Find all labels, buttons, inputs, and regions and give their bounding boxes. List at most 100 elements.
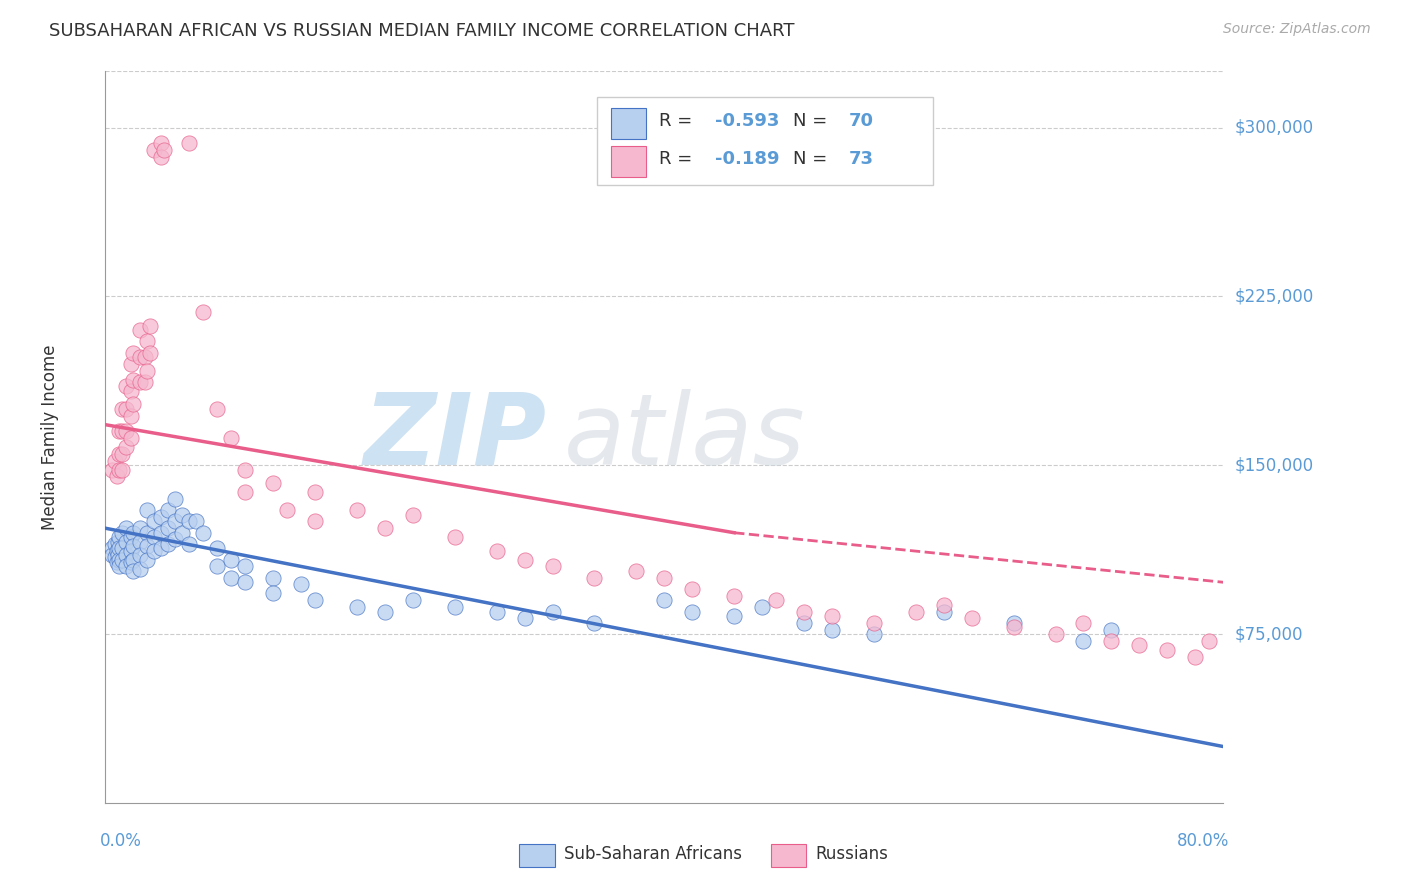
Point	[179, 537, 201, 551]
Point	[207, 559, 229, 574]
Point	[172, 525, 194, 540]
Point	[1073, 633, 1095, 648]
Point	[179, 515, 201, 529]
Point	[793, 605, 815, 619]
Point	[276, 503, 298, 517]
Point	[583, 615, 606, 630]
Point	[179, 136, 201, 151]
Point	[122, 539, 145, 553]
Point	[115, 401, 138, 416]
Point	[143, 530, 166, 544]
Point	[129, 375, 152, 389]
Point	[134, 350, 156, 364]
Point	[108, 425, 131, 439]
Point	[115, 521, 138, 535]
Point	[262, 571, 284, 585]
Point	[233, 575, 256, 590]
Point	[1073, 615, 1095, 630]
Point	[863, 627, 886, 641]
Text: -0.593: -0.593	[714, 112, 779, 130]
Point	[1128, 638, 1150, 652]
Point	[193, 525, 215, 540]
Point	[139, 345, 162, 359]
Point	[723, 609, 745, 624]
Text: -0.189: -0.189	[714, 150, 779, 168]
FancyBboxPatch shape	[598, 97, 932, 185]
Point	[120, 543, 142, 558]
Point	[863, 615, 886, 630]
Point	[233, 559, 256, 574]
Point	[108, 553, 131, 567]
Point	[108, 447, 131, 461]
Point	[111, 447, 134, 461]
Point	[165, 491, 187, 506]
Point	[583, 571, 606, 585]
Point	[193, 305, 215, 319]
Point	[960, 611, 983, 625]
Point	[143, 543, 166, 558]
Text: Sub-Saharan Africans: Sub-Saharan Africans	[564, 845, 742, 863]
Point	[108, 463, 131, 477]
Point	[120, 384, 142, 398]
Point	[120, 431, 142, 445]
Point	[136, 525, 159, 540]
Point	[1198, 633, 1220, 648]
Point	[153, 143, 176, 157]
Text: R =: R =	[659, 150, 697, 168]
Point	[105, 543, 128, 558]
Text: $225,000: $225,000	[1234, 287, 1313, 305]
Text: 73: 73	[849, 150, 873, 168]
Text: 80.0%: 80.0%	[1177, 832, 1229, 850]
Point	[115, 534, 138, 549]
Text: SUBSAHARAN AFRICAN VS RUSSIAN MEDIAN FAMILY INCOME CORRELATION CHART: SUBSAHARAN AFRICAN VS RUSSIAN MEDIAN FAM…	[49, 22, 794, 40]
Point	[115, 559, 138, 574]
Point	[793, 615, 815, 630]
Point	[207, 541, 229, 556]
Point	[136, 539, 159, 553]
Text: ZIP: ZIP	[364, 389, 547, 485]
Text: $75,000: $75,000	[1234, 625, 1303, 643]
Point	[105, 469, 128, 483]
Point	[443, 530, 465, 544]
Point	[136, 553, 159, 567]
Point	[1156, 642, 1178, 657]
Point	[219, 553, 242, 567]
FancyBboxPatch shape	[610, 108, 647, 139]
Point	[111, 463, 134, 477]
Point	[207, 401, 229, 416]
Point	[932, 605, 955, 619]
Point	[186, 515, 208, 529]
Point	[262, 586, 284, 600]
Point	[122, 553, 145, 567]
Point	[111, 541, 134, 556]
Point	[101, 548, 124, 562]
Point	[1002, 620, 1025, 634]
FancyBboxPatch shape	[770, 844, 806, 867]
Point	[120, 409, 142, 423]
Point	[122, 345, 145, 359]
Point	[150, 510, 173, 524]
Point	[932, 598, 955, 612]
Point	[304, 515, 326, 529]
Point	[101, 463, 124, 477]
Point	[150, 525, 173, 540]
Point	[120, 357, 142, 371]
Point	[107, 548, 129, 562]
Point	[402, 593, 425, 607]
Point	[626, 564, 648, 578]
Point	[165, 515, 187, 529]
Point	[115, 425, 138, 439]
Text: R =: R =	[659, 112, 697, 130]
Point	[111, 553, 134, 567]
Text: 0.0%: 0.0%	[100, 832, 142, 850]
Point	[115, 379, 138, 393]
Point	[402, 508, 425, 522]
Point	[290, 577, 312, 591]
Text: atlas: atlas	[564, 389, 806, 485]
Point	[150, 541, 173, 556]
Point	[485, 605, 508, 619]
Point	[139, 318, 162, 333]
Point	[654, 571, 676, 585]
Point	[122, 397, 145, 411]
Point	[104, 537, 127, 551]
